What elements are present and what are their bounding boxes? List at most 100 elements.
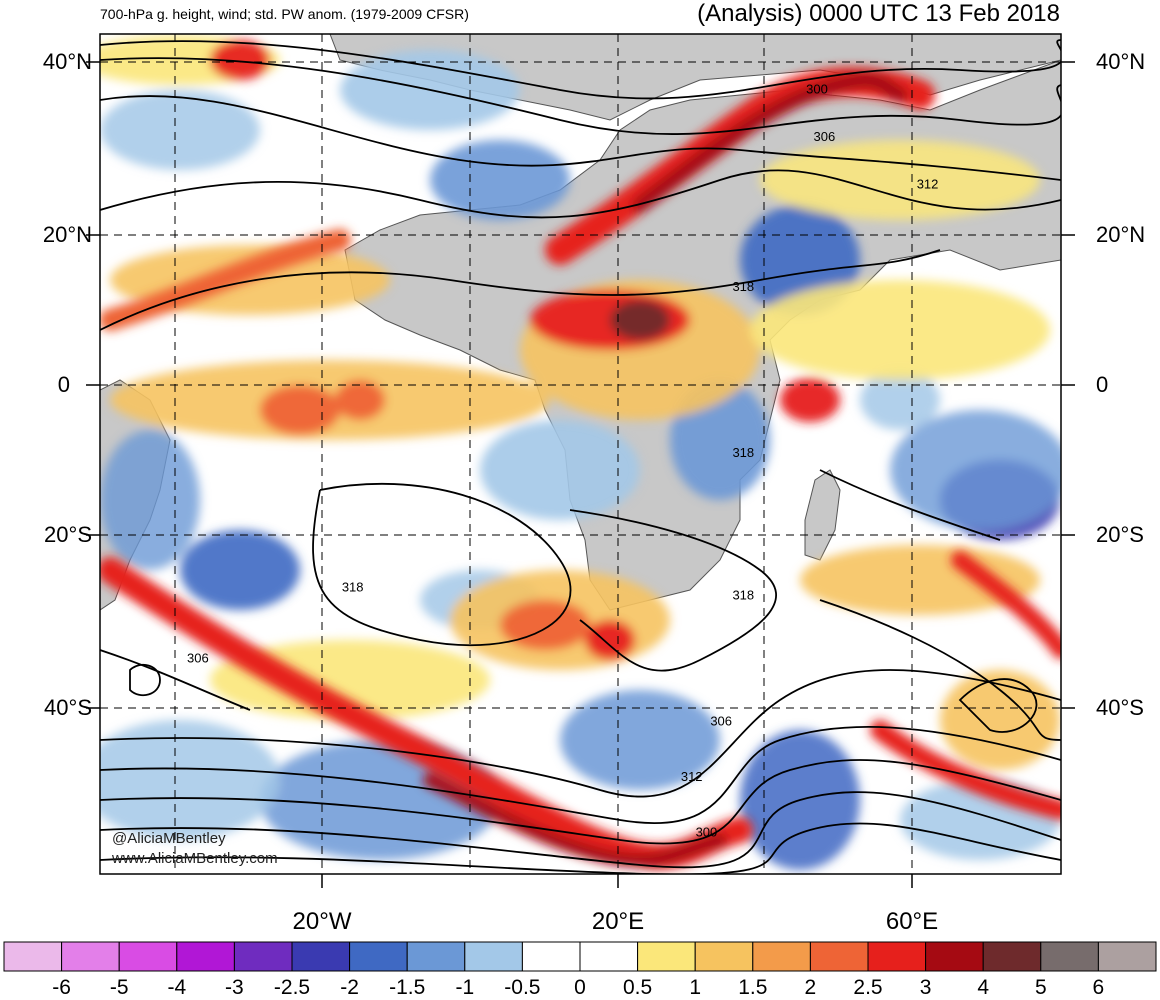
colorbar-swatch xyxy=(118,941,178,972)
contour-label: 318 xyxy=(342,579,364,594)
anom-neg xyxy=(100,430,200,570)
colorbar-label: -6 xyxy=(52,976,71,999)
lat-label-40s-left: 40°S xyxy=(44,695,92,720)
colorbar-swatch xyxy=(809,941,869,972)
anom-pos xyxy=(750,280,1050,380)
lat-label-eq-left: 0 xyxy=(57,372,70,397)
lon-label-20w: 20°W xyxy=(292,908,352,935)
lon-label-20e: 20°E xyxy=(591,908,645,935)
map-subtitle: 700-hPa g. height, wind; std. PW anom. (… xyxy=(100,6,469,22)
colorbar-swatch xyxy=(694,941,754,972)
contour-labels: 300 306 312 318 318 318 318 306 306 312 300 xyxy=(187,82,939,840)
colorbar-label: -2 xyxy=(340,976,359,999)
contour-label: 318 xyxy=(732,279,754,294)
colorbar-swatch xyxy=(521,941,581,972)
band-north-core xyxy=(632,72,908,213)
anom-neg xyxy=(480,420,640,520)
anom-strong xyxy=(500,600,590,650)
colorbar-swatch xyxy=(3,941,63,972)
colorbar-label: -5 xyxy=(109,976,129,999)
colorbar-label: 2.5 xyxy=(853,976,883,999)
anom-pos xyxy=(760,140,1040,220)
credit-website: www.AliciaMBentley.com xyxy=(112,850,278,867)
colorbar-swatch xyxy=(464,941,523,972)
band-west xyxy=(100,229,351,331)
anom-neg xyxy=(100,90,260,170)
credit-twitter: @AliciaMBentley xyxy=(112,830,226,847)
colorbar-label: 1 xyxy=(689,976,702,999)
contour-label: 300 xyxy=(696,824,718,839)
lat-label-40n-left: 40°N xyxy=(42,49,92,74)
contour-label: 318 xyxy=(732,445,754,460)
colorbar-swatch xyxy=(349,941,408,972)
anom-neg xyxy=(180,530,300,610)
colorbar-swatch xyxy=(1040,941,1099,972)
colorbar-swatch xyxy=(176,941,235,972)
anom-neg xyxy=(100,720,280,840)
colorbar-label: -0.5 xyxy=(504,976,541,999)
anom-strong xyxy=(210,40,270,80)
colorbar-label: 5 xyxy=(1034,976,1047,999)
lon-label-60e: 60°E xyxy=(885,908,939,935)
grid-lines xyxy=(100,34,1061,874)
map-frame xyxy=(99,33,1062,875)
lat-label-20s-right: 20°S xyxy=(1096,522,1144,547)
colorbar-label: -3 xyxy=(225,976,244,999)
colorbar-label: -1 xyxy=(455,976,475,999)
anom-strong xyxy=(585,620,635,660)
map-ticks xyxy=(86,61,1075,888)
anom-strong xyxy=(780,378,840,422)
contour-label: 306 xyxy=(187,651,209,666)
colorbar-swatch xyxy=(291,941,351,972)
anom-pos xyxy=(210,640,490,720)
colorbar-swatch xyxy=(637,941,696,972)
colorbar-label: -4 xyxy=(167,976,187,999)
band-south-core xyxy=(423,773,727,868)
lat-label-20n-left: 20°N xyxy=(42,222,92,247)
land-madagascar xyxy=(804,469,841,561)
colorbar-label: 0.5 xyxy=(622,976,653,999)
contour-label: 300 xyxy=(806,82,828,97)
anom-strong xyxy=(610,300,670,340)
colorbar-swatch xyxy=(61,941,120,972)
band-east xyxy=(870,720,1061,820)
anom-pos xyxy=(940,670,1060,770)
lat-label-40n-right: 40°N xyxy=(1096,49,1146,74)
colorbar-label: 2 xyxy=(804,976,817,999)
height-contours xyxy=(100,39,1061,874)
contour-label: 318 xyxy=(732,587,754,602)
colorbar-swatch xyxy=(406,941,466,972)
colorbar-label: 0 xyxy=(574,976,586,999)
anom-neg xyxy=(890,410,1061,530)
anom-strong xyxy=(335,380,385,420)
colorbar-label: -1.5 xyxy=(389,976,426,999)
colorbar-swatch xyxy=(982,941,1042,972)
colorbar-label: 4 xyxy=(977,976,990,999)
lat-label-20s-left: 20°S xyxy=(44,522,92,547)
colorbar-swatch xyxy=(925,941,984,972)
contour-label: 306 xyxy=(710,714,732,729)
colorbar-swatch xyxy=(752,941,811,972)
anom-neg xyxy=(560,690,720,790)
pw-anomaly-field xyxy=(100,35,1061,870)
lat-label-20n-right: 20°N xyxy=(1096,222,1146,247)
colorbar-swatch xyxy=(1097,941,1157,972)
colorbar-label: 3 xyxy=(919,976,932,999)
anom-strong xyxy=(260,385,340,435)
colorbar xyxy=(3,941,1157,972)
colorbar-swatch xyxy=(233,941,293,972)
colorbar-swatch xyxy=(867,941,927,972)
contour-label: 312 xyxy=(917,177,939,192)
lat-label-eq-right: 0 xyxy=(1096,372,1109,397)
moisture-bands xyxy=(100,66,1061,870)
colorbar-label: 6 xyxy=(1092,976,1105,999)
band-southeast xyxy=(951,551,1061,659)
colorbar-label: -2.5 xyxy=(273,976,311,999)
map-title: (Analysis) 0000 UTC 13 Feb 2018 xyxy=(697,0,1060,27)
anom-pos xyxy=(800,545,1040,615)
lat-label-40s-right: 40°S xyxy=(1096,695,1144,720)
map-panel: 300 306 312 318 318 318 318 306 306 312 300 xyxy=(100,34,1061,874)
colorbar-label: 1.5 xyxy=(738,976,768,999)
contour-label: 306 xyxy=(814,129,836,144)
